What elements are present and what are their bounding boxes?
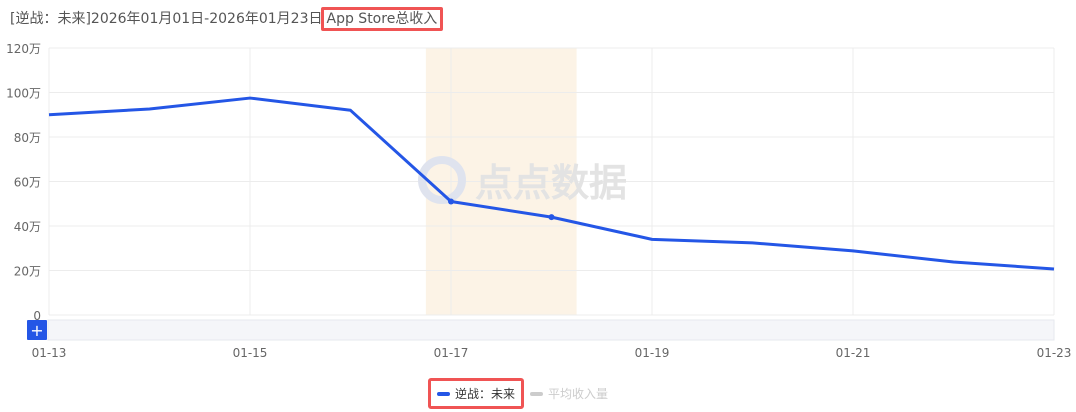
legend: 逆战：未来 平均收入量 bbox=[428, 378, 614, 409]
legend-label: 平均收入量 bbox=[548, 387, 609, 401]
x-tick-label: 01-23 bbox=[1037, 346, 1072, 360]
y-tick-label: 40万 bbox=[14, 220, 41, 234]
zoom-button-label: + bbox=[30, 321, 43, 340]
title-prefix: [逆战：未来]2026年01月01日-2026年01月23日 bbox=[10, 11, 323, 27]
y-tick-label: 0 bbox=[33, 309, 41, 323]
legend-label: 逆战：未来 bbox=[455, 387, 516, 401]
watermark: 点点数据 bbox=[475, 161, 627, 205]
legend-swatch bbox=[437, 391, 450, 396]
chart-title: [逆战：未来]2026年01月01日-2026年01月23日 App Store总… bbox=[10, 7, 444, 31]
y-tick-label: 60万 bbox=[14, 176, 41, 190]
x-tick-label: 01-15 bbox=[233, 346, 268, 360]
x-tick-label: 01-19 bbox=[635, 346, 670, 360]
y-tick-label: 100万 bbox=[6, 87, 41, 101]
legend-item-average[interactable]: 平均收入量 bbox=[524, 381, 614, 406]
legend-item-series[interactable]: 逆战：未来 bbox=[428, 378, 525, 409]
x-tick-label: 01-13 bbox=[32, 346, 67, 360]
watermark-logo bbox=[418, 156, 466, 204]
x-tick-label: 01-21 bbox=[836, 346, 871, 360]
title-metric: App Store总收入 bbox=[320, 7, 444, 31]
zoom-button[interactable] bbox=[27, 320, 47, 340]
y-tick-label: 20万 bbox=[14, 265, 41, 279]
y-tick-label: 120万 bbox=[6, 42, 41, 56]
x-tick-label: 01-17 bbox=[434, 346, 469, 360]
zoom-slider-track bbox=[47, 319, 1055, 341]
legend-swatch bbox=[530, 391, 544, 396]
data-point bbox=[448, 198, 454, 205]
y-tick-label: 80万 bbox=[14, 131, 41, 145]
data-point bbox=[548, 214, 555, 221]
